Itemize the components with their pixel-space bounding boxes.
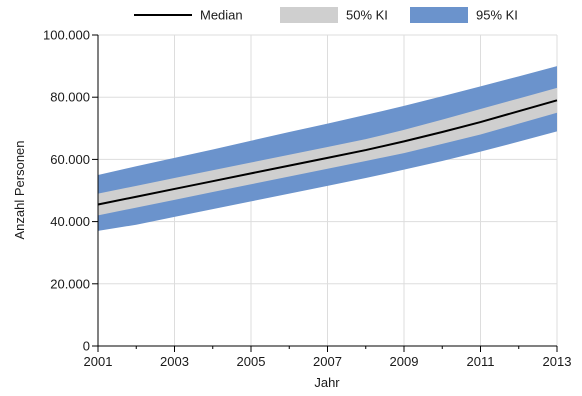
legend-label: Median [200, 8, 243, 23]
y-tick-label: 60.000 [50, 152, 90, 167]
tick-labels: 2001 2003 2005 2007 2009 2011 2013 0 20.000 40.00… [43, 28, 571, 370]
x-tick-label: 2011 [467, 354, 495, 369]
legend-label: 50% KI [346, 8, 388, 23]
x-axis-label: Jahr [314, 375, 340, 390]
x-tick-label: 2003 [160, 354, 189, 369]
legend-item: 50% KI [280, 7, 388, 23]
legend-item: Median [134, 8, 243, 23]
axes [92, 34, 558, 352]
median-line [97, 99, 558, 206]
y-axis-label: Anzahl Personen [12, 140, 27, 239]
y-tick-label: 40.000 [50, 214, 90, 229]
legend-swatch-box [280, 7, 338, 23]
y-tick-label: 100.000 [43, 28, 90, 43]
confidence-bands [98, 66, 557, 231]
legend-item: 95% KI [410, 7, 518, 23]
y-tick-label: 0 [83, 339, 90, 354]
band-50-ki [98, 87, 557, 216]
x-tick-label: 2013 [543, 354, 572, 369]
median-line-group [97, 99, 558, 206]
y-tick-label: 20.000 [50, 276, 90, 291]
x-tick-label: 2009 [390, 354, 419, 369]
legend-label: 95% KI [476, 8, 518, 23]
x-tick-label: 2007 [313, 354, 342, 369]
legend-swatch-box [410, 7, 468, 23]
y-tick-label: 80.000 [50, 90, 90, 105]
x-tick-label: 2005 [237, 354, 266, 369]
legend: Median 50% KI 95% KI [134, 7, 518, 23]
x-tick-label: 2001 [84, 354, 113, 369]
